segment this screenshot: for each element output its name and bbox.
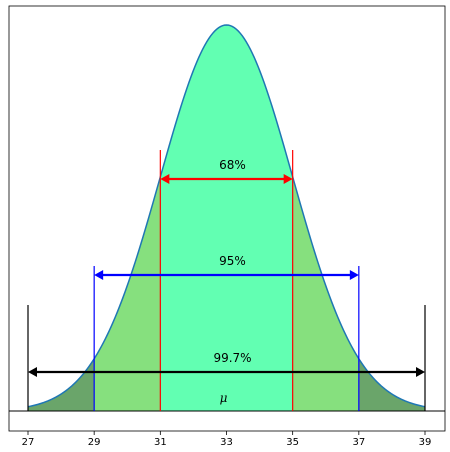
interval-label: 68% bbox=[219, 158, 246, 172]
arrowhead-right bbox=[416, 367, 425, 377]
band-4 bbox=[358, 358, 425, 411]
x-tick-label: 39 bbox=[419, 437, 432, 448]
interval-2: 99.7% bbox=[27, 305, 426, 411]
interval-0: 68% bbox=[159, 150, 294, 411]
intervals-layer: 68% 95% 99.7% bbox=[27, 150, 426, 411]
arrowhead-right bbox=[349, 270, 359, 280]
interval-label: 95% bbox=[219, 254, 246, 268]
x-axis-ticks: 27 29 31 33 35 37 39 bbox=[22, 431, 432, 448]
arrowhead-left bbox=[160, 174, 170, 184]
arrowhead-left bbox=[28, 367, 37, 377]
mean-label: μ bbox=[220, 391, 228, 405]
plot-frame bbox=[8, 5, 446, 432]
x-tick-label: 27 bbox=[22, 437, 35, 448]
x-tick-label: 33 bbox=[220, 437, 233, 448]
x-tick-label: 31 bbox=[154, 437, 167, 448]
band-2 bbox=[160, 25, 293, 411]
interval-label: 99.7% bbox=[213, 351, 251, 365]
arrowhead-right bbox=[283, 174, 293, 184]
x-tick-label: 37 bbox=[352, 437, 365, 448]
x-tick-label: 29 bbox=[88, 437, 101, 448]
x-tick-label: 35 bbox=[286, 437, 299, 448]
band-0 bbox=[28, 358, 95, 411]
arrowhead-left bbox=[94, 270, 104, 280]
interval-1: 95% bbox=[93, 254, 360, 411]
